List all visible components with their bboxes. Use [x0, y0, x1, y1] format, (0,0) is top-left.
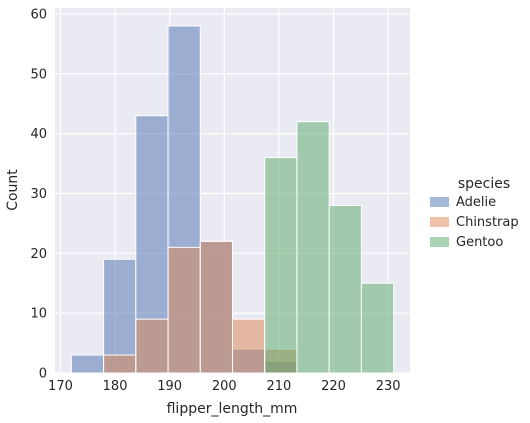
x-axis-label: flipper_length_mm	[167, 401, 298, 417]
y-tick-label: 10	[30, 307, 47, 322]
bar-chinstrap-2	[135, 318, 169, 374]
legend-swatch-chinstrap	[430, 217, 449, 227]
x-tick-labels: 170 180 190 200 210 220 230	[48, 379, 401, 394]
x-tick-label: 200	[212, 379, 237, 394]
y-tick-label: 60	[30, 7, 47, 22]
x-tick-label: 180	[103, 379, 128, 394]
x-tick-label: 220	[321, 379, 346, 394]
bar-gentoo-6	[264, 157, 298, 374]
bar-gentoo-7	[296, 121, 330, 374]
bar-adelie-1	[103, 258, 137, 374]
x-tick-label: 170	[48, 379, 73, 394]
bar-chinstrap-1	[103, 354, 137, 374]
x-tick-label: 210	[267, 379, 292, 394]
x-tick-label: 230	[376, 379, 401, 394]
legend: species Adelie Chinstrap Gentoo	[430, 176, 519, 250]
y-tick-label: 20	[30, 247, 47, 262]
bar-chinstrap-4	[199, 240, 233, 374]
bar-gentoo-8	[328, 204, 362, 374]
y-tick-labels: 0 10 20 30 40 50 60	[30, 7, 47, 381]
bar-chinstrap-5	[232, 318, 266, 374]
bars	[70, 25, 395, 374]
y-tick-label: 50	[30, 67, 47, 82]
x-tick-label: 190	[157, 379, 182, 394]
bar-gentoo-9	[360, 282, 395, 374]
y-tick-label: 30	[30, 187, 47, 202]
legend-swatch-gentoo	[430, 237, 449, 247]
y-tick-label: 40	[30, 127, 47, 142]
legend-label-adelie: Adelie	[456, 195, 496, 210]
y-tick-label: 0	[39, 367, 47, 382]
legend-label-chinstrap: Chinstrap	[456, 215, 519, 230]
y-axis-label: Count	[5, 169, 21, 211]
legend-title: species	[458, 176, 510, 192]
bar-chinstrap-3	[167, 246, 201, 374]
legend-label-gentoo: Gentoo	[456, 235, 503, 250]
legend-swatch-adelie	[430, 197, 449, 207]
bar-adelie-0	[70, 354, 105, 374]
